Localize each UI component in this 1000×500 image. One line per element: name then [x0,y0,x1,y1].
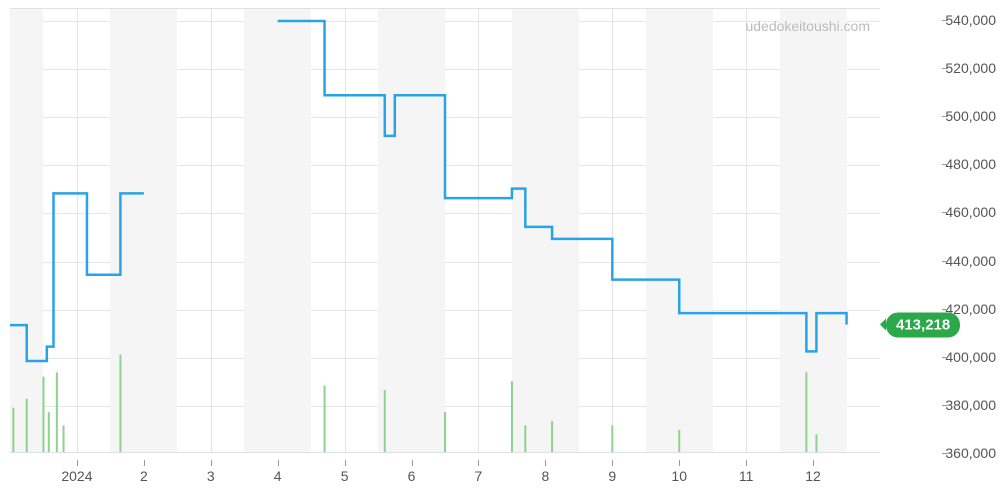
y-axis-tick [942,212,948,213]
y-axis: 360,000380,000400,000420,000440,000460,0… [890,8,1000,453]
x-axis-tick [679,460,680,466]
x-axis: 2024 2 3 4 5 6 7 8 9 10 11 12 [10,460,880,490]
x-axis-tick [746,460,747,466]
y-axis-label: 380,000 [945,397,996,413]
x-axis-label: 7 [475,468,483,484]
y-axis-label: 500,000 [945,108,996,124]
y-axis-label: 540,000 [945,12,996,28]
x-axis-label: 9 [608,468,616,484]
x-axis-tick [77,460,78,466]
y-axis-label: 520,000 [945,60,996,76]
x-axis-label: 3 [207,468,215,484]
x-axis-tick [144,460,145,466]
x-axis-label: 10 [671,468,687,484]
y-axis-label: 460,000 [945,204,996,220]
x-axis-tick [545,460,546,466]
x-axis-label: 2 [140,468,148,484]
x-axis-label: 8 [541,468,549,484]
x-axis-label: 11 [739,468,754,484]
y-axis-label: 480,000 [945,156,996,172]
y-axis-label: 400,000 [945,349,996,365]
y-axis-tick [942,453,948,454]
x-axis-tick [478,460,479,466]
x-axis-label: 6 [408,468,416,484]
x-axis-label: 2024 [61,468,92,484]
watermark: udedokeitoushi.com [745,18,870,34]
x-axis-label: 5 [341,468,349,484]
y-axis-label: 440,000 [945,253,996,269]
y-axis-tick [942,116,948,117]
y-axis-label: 360,000 [945,445,996,461]
x-axis-tick [345,460,346,466]
x-axis-tick [813,460,814,466]
price-line [10,9,880,452]
x-axis-tick [211,460,212,466]
y-axis-tick [942,405,948,406]
x-axis-tick [412,460,413,466]
x-axis-tick [612,460,613,466]
x-axis-tick [278,460,279,466]
x-axis-label: 4 [274,468,282,484]
y-axis-tick [942,357,948,358]
y-axis-tick [942,309,948,310]
y-axis-tick [942,261,948,262]
y-axis-tick [942,68,948,69]
y-axis-tick [942,20,948,21]
x-axis-label: 12 [805,468,821,484]
current-price-value: 413,218 [896,316,950,333]
y-axis-tick [942,164,948,165]
plot-area [10,8,880,453]
price-chart: udedokeitoushi.com 360,000 380,000 400,000… [0,0,1000,500]
current-price-badge: 413,218 [886,312,960,337]
